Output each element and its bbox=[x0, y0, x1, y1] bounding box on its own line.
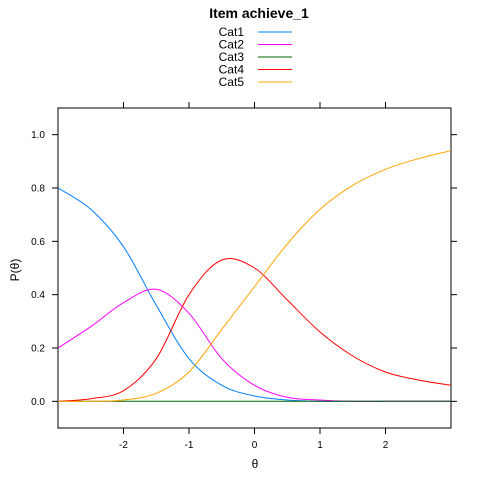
legend-label: Cat1 bbox=[219, 25, 245, 39]
y-tick-label: 0.0 bbox=[31, 397, 45, 408]
y-axis-label: P(θ) bbox=[8, 259, 22, 282]
y-tick-label: 1.0 bbox=[31, 130, 45, 141]
x-tick-label: 0 bbox=[252, 440, 258, 451]
axis-ticks: -2 -1 0 1 2 0.0 0.2 0.4 0.6 0.8 1.0 bbox=[31, 102, 457, 451]
legend-label: Cat4 bbox=[219, 63, 245, 77]
series-line-cat2 bbox=[57, 288, 451, 402]
x-tick-label: -2 bbox=[119, 440, 128, 451]
series-line-cat5 bbox=[57, 150, 452, 402]
series-line-cat4 bbox=[57, 257, 452, 402]
x-axis-label: θ bbox=[252, 457, 259, 471]
x-tick-label: -1 bbox=[185, 440, 194, 451]
series-group bbox=[57, 150, 452, 402]
x-tick-label: 1 bbox=[317, 440, 323, 451]
y-tick-label: 0.8 bbox=[31, 184, 45, 195]
y-tick-label: 0.6 bbox=[31, 237, 45, 248]
legend-label: Cat5 bbox=[219, 75, 245, 89]
chart-title: Item achieve_1 bbox=[209, 5, 309, 21]
legend-label: Cat3 bbox=[219, 50, 245, 64]
y-tick-label: 0.2 bbox=[31, 344, 45, 355]
x-tick-label: 2 bbox=[383, 440, 389, 451]
series-line-cat1 bbox=[57, 187, 451, 402]
y-tick-label: 0.4 bbox=[31, 290, 45, 301]
legend-label: Cat2 bbox=[219, 38, 245, 52]
